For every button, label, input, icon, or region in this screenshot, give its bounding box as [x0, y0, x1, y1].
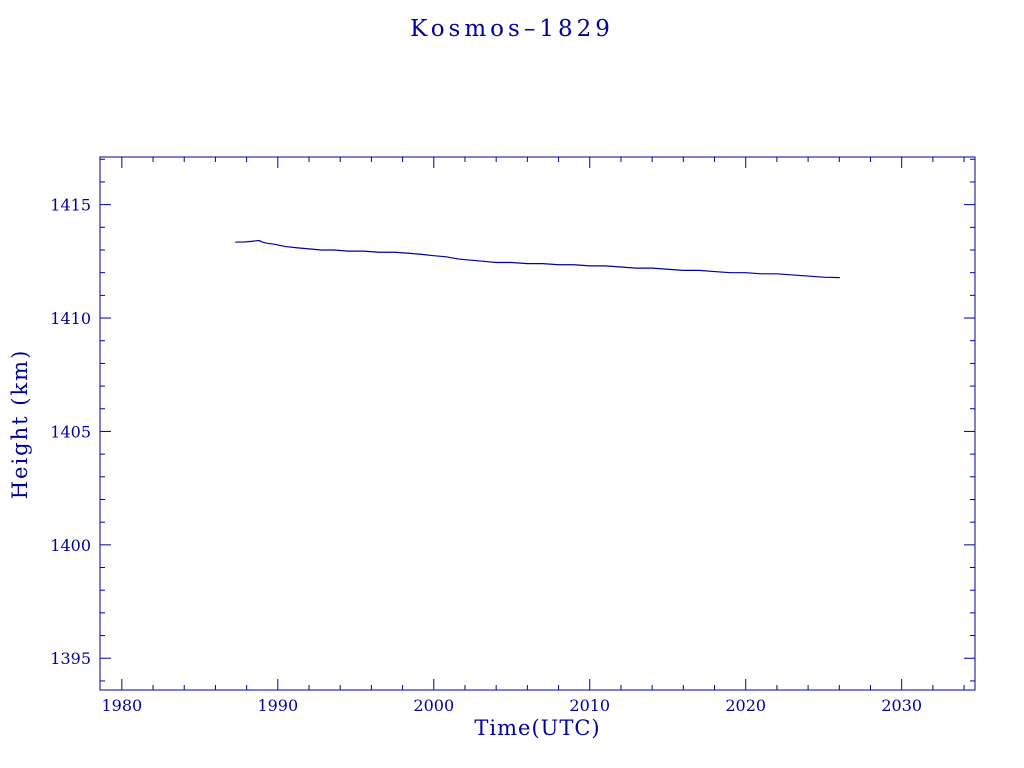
y-tick-label: 1395 [50, 649, 91, 668]
y-axis-label: Height (km) [8, 348, 32, 500]
x-tick-label: 1980 [101, 696, 142, 715]
x-axis-label: Time(UTC) [474, 716, 601, 740]
x-tick-label: 2020 [725, 696, 766, 715]
x-tick-label: 1990 [257, 696, 298, 715]
x-tick-label: 2000 [413, 696, 454, 715]
y-tick-label: 1415 [50, 196, 91, 215]
data-line [235, 239, 840, 279]
x-tick-label: 2010 [569, 696, 610, 715]
chart-title: Kosmos–1829 [410, 16, 614, 42]
plot-frame [99, 156, 976, 691]
y-tick-label: 1410 [50, 309, 91, 328]
y-tick-label: 1405 [50, 422, 91, 441]
x-tick-label: 2030 [881, 696, 922, 715]
y-tick-label: 1400 [50, 536, 91, 555]
